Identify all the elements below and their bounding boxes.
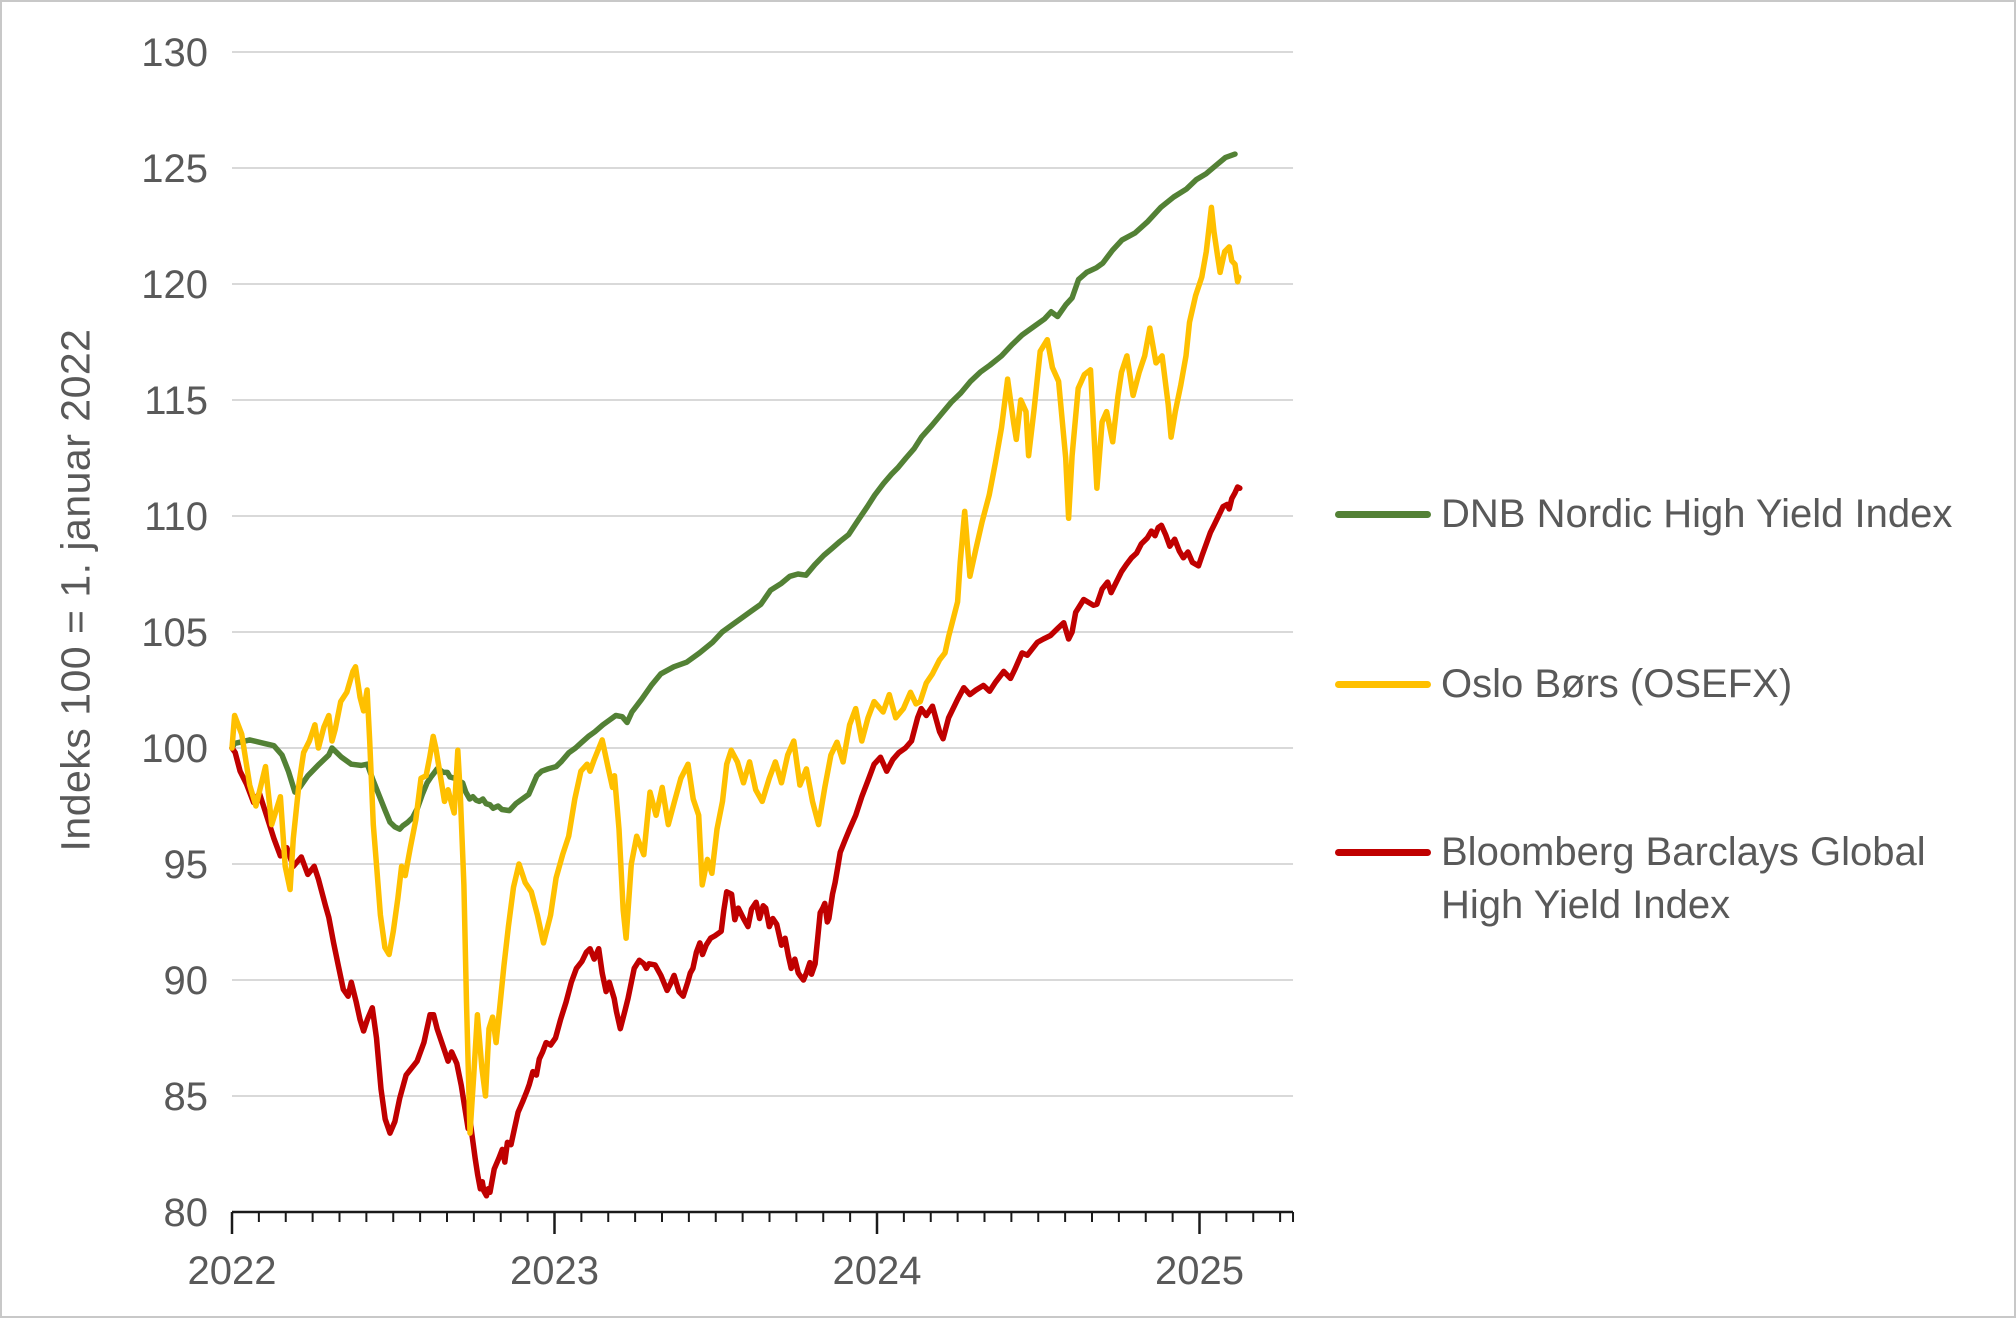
y-tick-label: 95	[164, 843, 209, 887]
legend-label: Oslo Børs (OSEFX)	[1441, 662, 1793, 706]
y-tick-label: 105	[141, 611, 208, 655]
y-tick-label: 85	[164, 1075, 209, 1119]
bloomberg-global-hy-line	[229, 484, 1243, 1199]
legend-item-oslo-bors: Oslo Børs (OSEFX)	[1335, 658, 2014, 711]
y-tick-label: 110	[144, 495, 208, 539]
y-tick-label: 120	[141, 263, 208, 307]
y-axis-title: Indeks 100 = 1. januar 2022	[52, 328, 99, 852]
legend-line-swatch-green	[1335, 511, 1431, 518]
y-tick-label: 90	[164, 959, 209, 1003]
x-axis	[230, 1210, 1295, 1234]
y-tick-label: 125	[141, 147, 208, 191]
y-tick-label: 130	[141, 31, 208, 75]
x-tick-label: 2022	[188, 1249, 277, 1293]
oslo-bors-line	[229, 204, 1242, 1136]
dnb-nordic-line	[229, 151, 1238, 832]
legend-item-dnb-nordic: DNB Nordic High Yield Index	[1335, 488, 2014, 541]
legend-line-swatch-red	[1335, 849, 1431, 856]
legend-label: Bloomberg Barclays Global High Yield Ind…	[1441, 830, 1926, 928]
x-tick-label: 2025	[1155, 1249, 1244, 1293]
y-tick-label: 115	[144, 379, 208, 423]
y-axis-tick-labels: 130 125 120 115 110 105 100 95 90 85 80	[141, 31, 208, 1235]
legend-line-swatch-yellow	[1335, 681, 1431, 688]
gridlines	[232, 51, 1294, 1097]
series-lines	[229, 151, 1243, 1199]
y-tick-label: 100	[141, 727, 208, 771]
legend-item-bloomberg-barclays: Bloomberg Barclays Global High Yield Ind…	[1335, 826, 2014, 932]
x-axis-tick-labels: 2022 2023 2024 2025	[188, 1249, 1244, 1293]
y-tick-label: 80	[164, 1191, 209, 1235]
legend-label: DNB Nordic High Yield Index	[1441, 492, 1953, 536]
x-tick-label: 2023	[510, 1249, 599, 1293]
x-tick-label: 2024	[833, 1249, 922, 1293]
